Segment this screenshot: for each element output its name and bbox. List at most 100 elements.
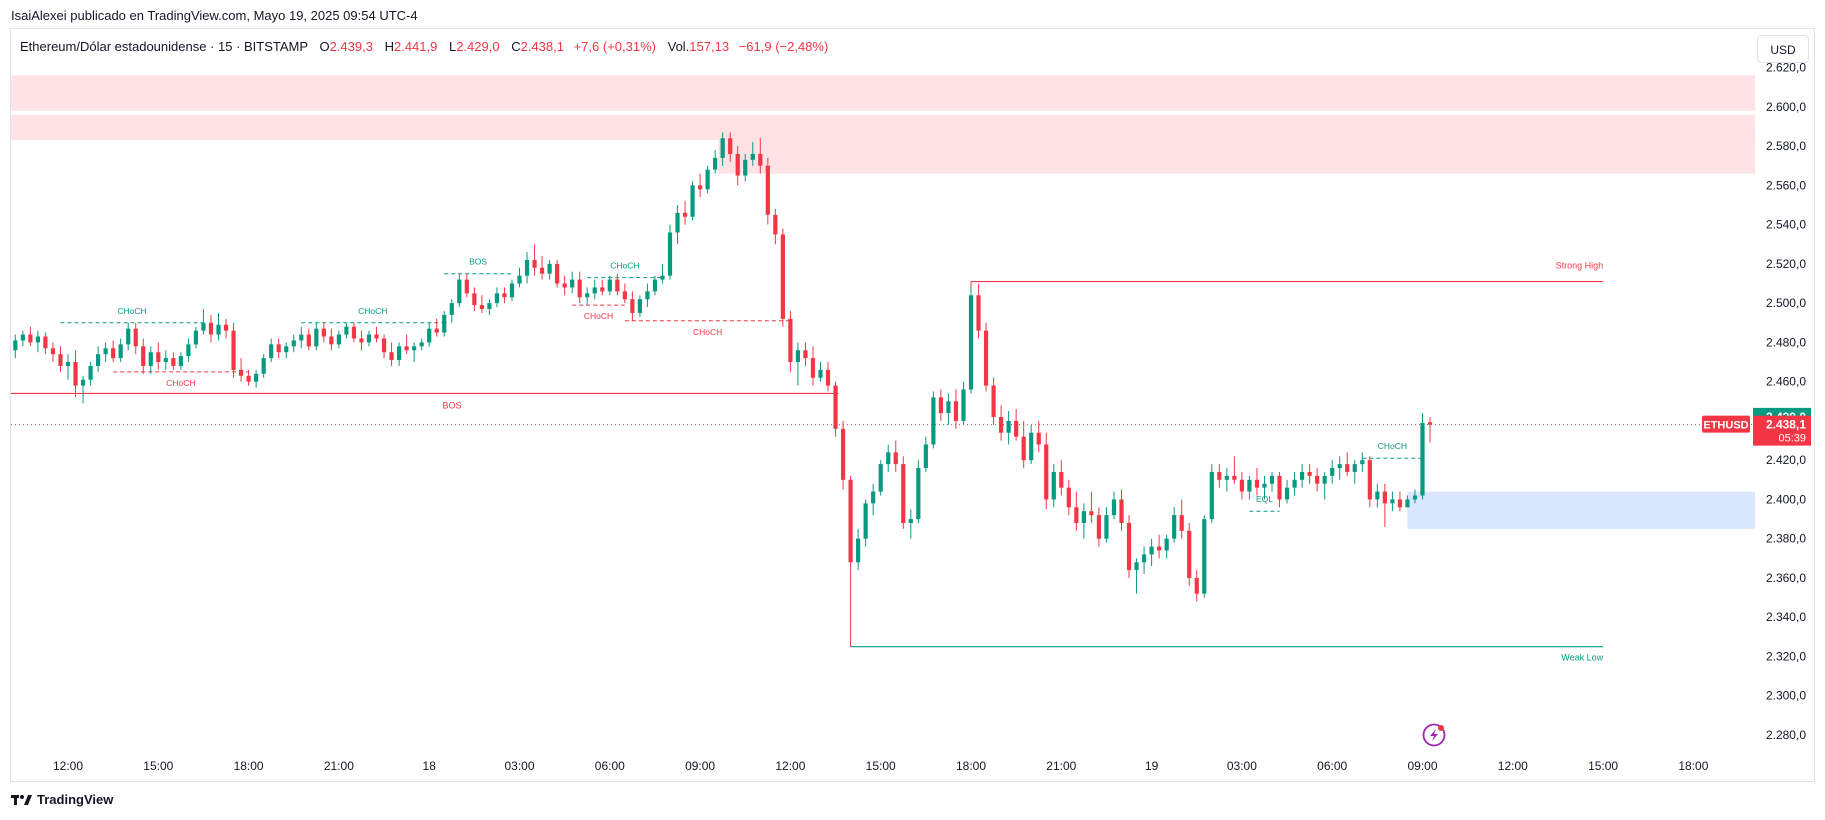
candle-body-157	[1194, 577, 1199, 594]
candle-body-17	[141, 346, 146, 366]
structure-label-6: CHoCH	[693, 327, 722, 337]
candle-body-78	[600, 287, 605, 292]
candle-body-148	[1126, 522, 1132, 571]
lines-layer: Strong High Weak Low BOS	[11, 261, 1755, 663]
candle-body-146	[1111, 499, 1117, 516]
candle-body-96	[735, 153, 740, 176]
legend-change: +7,6 (+0,31%)	[573, 39, 656, 54]
time-tick-4: 18	[423, 759, 437, 773]
alert-lightning-icon-ring	[1422, 723, 1446, 747]
symbol-legend[interactable]: Ethereum/Dólar estadounidense · 15 · BIT…	[20, 39, 828, 54]
candle-body-67	[517, 275, 522, 284]
price-tick-3: 2.340,0	[1766, 610, 1806, 624]
candle-body-159	[1209, 471, 1214, 520]
price-tick-5: 2.380,0	[1766, 532, 1806, 546]
legend-open-label: O	[319, 39, 330, 54]
candle-body-123	[938, 397, 943, 414]
legend-high-value: 2.441,9	[393, 39, 438, 54]
candle-body-138	[1051, 471, 1056, 500]
candle-body-69	[532, 259, 537, 268]
current-price-tag-label: 2.438,1	[1766, 418, 1806, 432]
candle-body-61	[472, 293, 477, 306]
candle-body-39	[306, 334, 311, 347]
candle-body-58	[449, 303, 454, 315]
candle-body-150	[1141, 554, 1147, 563]
price-tick-17: 2.620,0	[1766, 61, 1806, 75]
candle-body-169	[1284, 487, 1290, 500]
candle-body-71	[547, 263, 552, 274]
candle-body-27	[216, 324, 221, 335]
candle-body-139	[1059, 471, 1064, 488]
time-tick-0: 12:00	[53, 759, 83, 773]
candle-body-4	[43, 336, 48, 349]
candle-body-155	[1179, 515, 1184, 531]
price-tick-16: 2.600,0	[1766, 100, 1806, 114]
candle-body-134	[1021, 436, 1026, 461]
candle-body-182	[1382, 491, 1387, 504]
price-tick-7: 2.420,0	[1766, 453, 1806, 467]
candle-body-132	[1006, 420, 1011, 433]
bos-line-label: BOS	[442, 400, 461, 410]
zones-layer	[11, 75, 1756, 529]
candle-body-65	[502, 293, 507, 298]
candle-body-43	[336, 334, 341, 345]
candle-body-136	[1036, 432, 1041, 445]
candle-body-143	[1089, 511, 1094, 516]
candle-body-95	[728, 138, 733, 154]
candle-body-10	[88, 365, 93, 380]
tradingview-brand[interactable]: TradingView	[11, 792, 113, 807]
candle-body-137	[1044, 444, 1049, 500]
candle-body-133	[1014, 420, 1019, 437]
candle-body-161	[1224, 475, 1229, 480]
candle-body-107	[818, 369, 823, 378]
candle-body-87	[667, 232, 673, 276]
price-tick-9: 2.460,0	[1766, 375, 1806, 389]
candle-body-114	[871, 491, 876, 504]
candle-body-179	[1360, 460, 1365, 465]
candle-body-128	[976, 295, 981, 331]
candle-body-23	[186, 344, 191, 357]
candle-body-1	[20, 334, 25, 341]
candle-body-40	[314, 328, 319, 347]
candle-body-16	[133, 328, 138, 347]
candle-body-173	[1315, 475, 1320, 484]
candle-body-102	[780, 234, 785, 319]
time-tick-10: 18:00	[956, 759, 986, 773]
candle-body-117	[893, 452, 898, 465]
candle-body-98	[750, 153, 755, 160]
candle-body-152	[1157, 546, 1162, 551]
time-tick-15: 09:00	[1407, 759, 1437, 773]
price-tick-14: 2.560,0	[1766, 178, 1806, 192]
brand-label: TradingView	[37, 792, 114, 807]
candle-body-49	[381, 338, 387, 353]
candle-body-145	[1104, 515, 1109, 539]
candle-body-7	[65, 362, 71, 366]
candle-body-85	[652, 279, 658, 292]
candle-body-37	[291, 340, 296, 347]
candle-body-57	[442, 314, 447, 333]
legend-vol-value: 157,13	[689, 39, 730, 54]
candle-body-99	[758, 153, 763, 166]
candle-body-109	[833, 385, 838, 429]
candle-body-103	[788, 318, 793, 363]
time-tick-9: 15:00	[866, 759, 896, 773]
candle-body-70	[539, 267, 545, 274]
candle-body-111	[848, 479, 853, 563]
candle-body-15	[126, 328, 131, 345]
candle-body-188	[1427, 422, 1433, 425]
currency-button[interactable]: USD	[1757, 35, 1809, 63]
candle-body-185	[1405, 499, 1410, 508]
price-tick-11: 2.500,0	[1766, 296, 1806, 310]
legend-close-label: C	[511, 39, 521, 54]
candle-body-56	[434, 328, 439, 333]
time-tick-5: 03:00	[504, 759, 534, 773]
candle-body-14	[118, 344, 123, 359]
price-tick-10: 2.480,0	[1766, 335, 1806, 349]
candle-body-124	[946, 401, 951, 414]
candle-body-121	[923, 444, 928, 469]
candle-body-73	[562, 283, 567, 288]
candle-body-80	[615, 279, 620, 292]
candle-body-41	[321, 328, 326, 337]
